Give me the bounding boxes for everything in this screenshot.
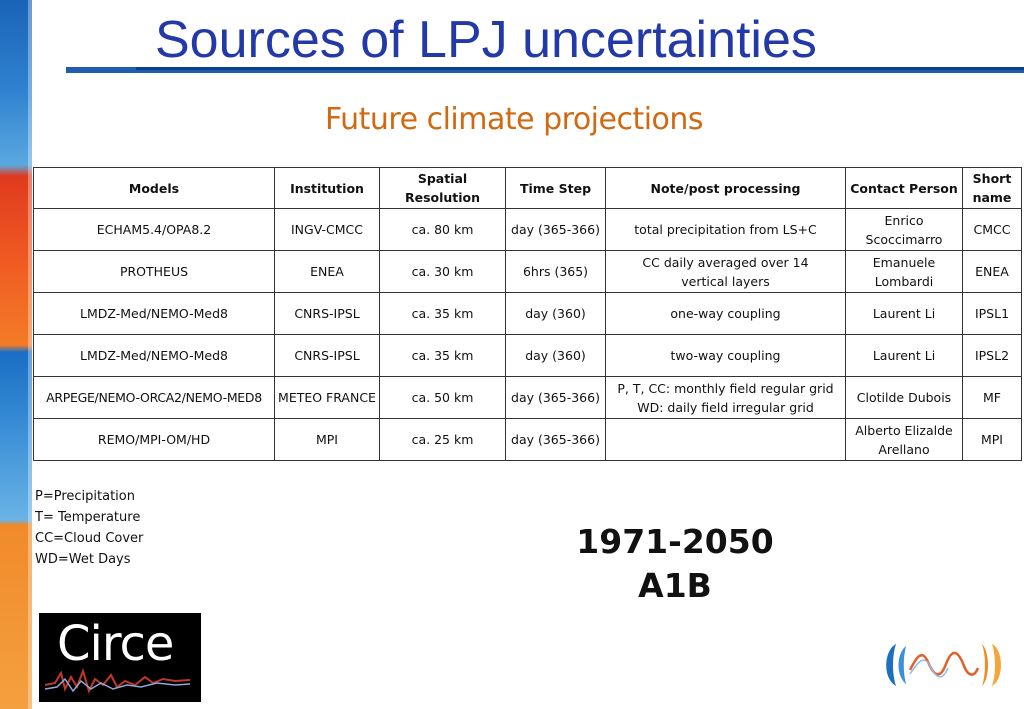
- legend-item: P=Precipitation: [35, 489, 135, 504]
- cell-note: one-way coupling: [605, 292, 846, 335]
- header-institution: Institution: [274, 167, 380, 209]
- header-short-name: Short name: [962, 167, 1022, 209]
- header-spatial-resolution: Spatial Resolution: [379, 167, 506, 209]
- cell-resolution: ca. 25 km: [379, 418, 506, 461]
- cell-model: LMDZ-Med/NEMO-Med8: [33, 292, 275, 335]
- legend-item: CC=Cloud Cover: [35, 531, 144, 546]
- table-row: LMDZ-Med/NEMO-Med8 CNRS-IPSL ca. 35 km d…: [33, 334, 1022, 377]
- cell-note: [605, 418, 846, 461]
- circe-wave-graphic: [45, 667, 191, 694]
- cell-contact: Enrico Scoccimarro: [845, 208, 963, 251]
- circe-logo: Circe: [39, 613, 201, 702]
- cell-resolution: ca. 30 km: [379, 250, 506, 293]
- cell-time-step: 6hrs (365): [505, 250, 606, 293]
- cell-note: total precipitation from LS+C: [605, 208, 846, 251]
- cell-model: ECHAM5.4/OPA8.2: [33, 208, 275, 251]
- period-years: 1971-2050: [576, 522, 774, 561]
- cell-resolution: ca. 80 km: [379, 208, 506, 251]
- table-row: ARPEGE/NEMO-ORCA2/NEMO-MED8 METEO FRANCE…: [33, 376, 1022, 419]
- cell-time-step: day (365-366): [505, 418, 606, 461]
- table-row: LMDZ-Med/NEMO-Med8 CNRS-IPSL ca. 35 km d…: [33, 292, 1022, 335]
- cell-time-step: day (360): [505, 292, 606, 335]
- cell-model: LMDZ-Med/NEMO-Med8: [33, 334, 275, 377]
- abbreviation-legend: P=Precipitation T= Temperature CC=Cloud …: [35, 486, 143, 570]
- header-time-step: Time Step: [505, 167, 606, 209]
- cell-short-name: MPI: [962, 418, 1022, 461]
- cell-institution: MPI: [274, 418, 380, 461]
- table-row: PROTHEUS ENEA ca. 30 km 6hrs (365) CC da…: [33, 250, 1022, 293]
- cell-short-name: CMCC: [962, 208, 1022, 251]
- partner-wave-logo: [886, 644, 1001, 686]
- cell-short-name: IPSL1: [962, 292, 1022, 335]
- cell-resolution: ca. 35 km: [379, 292, 506, 335]
- table-row: REMO/MPI-OM/HD MPI ca. 25 km day (365-36…: [33, 418, 1022, 461]
- title-underline: [66, 67, 1024, 73]
- cell-short-name: MF: [962, 376, 1022, 419]
- cell-resolution: ca. 35 km: [379, 334, 506, 377]
- cell-time-step: day (360): [505, 334, 606, 377]
- header-note-post-processing: Note/post processing: [605, 167, 846, 209]
- table-row: ECHAM5.4/OPA8.2 INGV-CMCC ca. 80 km day …: [33, 208, 1022, 251]
- period-block: 1971-2050 A1B: [560, 520, 790, 608]
- cell-institution: CNRS-IPSL: [274, 334, 380, 377]
- cell-institution: ENEA: [274, 250, 380, 293]
- models-table: Models Institution Spatial Resolution Ti…: [33, 167, 1022, 461]
- cell-contact: Alberto Elizalde Arellano: [845, 418, 963, 461]
- left-decorative-strip: [0, 0, 32, 709]
- cell-note: CC daily averaged over 14 vertical layer…: [605, 250, 846, 293]
- cell-note: P, T, CC: monthly field regular grid WD:…: [605, 376, 846, 419]
- legend-item: WD=Wet Days: [35, 552, 131, 567]
- cell-contact: Clotilde Dubois: [845, 376, 963, 419]
- cell-institution: CNRS-IPSL: [274, 292, 380, 335]
- cell-time-step: day (365-366): [505, 208, 606, 251]
- header-contact-person: Contact Person: [845, 167, 963, 209]
- header-models: Models: [33, 167, 275, 209]
- slide-subtitle: Future climate projections: [325, 102, 704, 137]
- cell-institution: METEO FRANCE: [274, 376, 380, 419]
- cell-resolution: ca. 50 km: [379, 376, 506, 419]
- cell-institution: INGV-CMCC: [274, 208, 380, 251]
- cell-short-name: ENEA: [962, 250, 1022, 293]
- slide-title: Sources of LPJ uncertainties: [155, 11, 817, 69]
- cell-short-name: IPSL2: [962, 334, 1022, 377]
- cell-model: REMO/MPI-OM/HD: [33, 418, 275, 461]
- table-header-row: Models Institution Spatial Resolution Ti…: [33, 167, 1022, 209]
- cell-contact: Laurent Li: [845, 292, 963, 335]
- cell-contact: Laurent Li: [845, 334, 963, 377]
- cell-note: two-way coupling: [605, 334, 846, 377]
- legend-item: T= Temperature: [35, 510, 141, 525]
- cell-contact: Emanuele Lombardi: [845, 250, 963, 293]
- circe-logo-text: Circe: [57, 616, 174, 672]
- period-scenario: A1B: [638, 566, 712, 605]
- cell-model: PROTHEUS: [33, 250, 275, 293]
- cell-time-step: day (365-366): [505, 376, 606, 419]
- cell-model: ARPEGE/NEMO-ORCA2/NEMO-MED8: [33, 376, 275, 419]
